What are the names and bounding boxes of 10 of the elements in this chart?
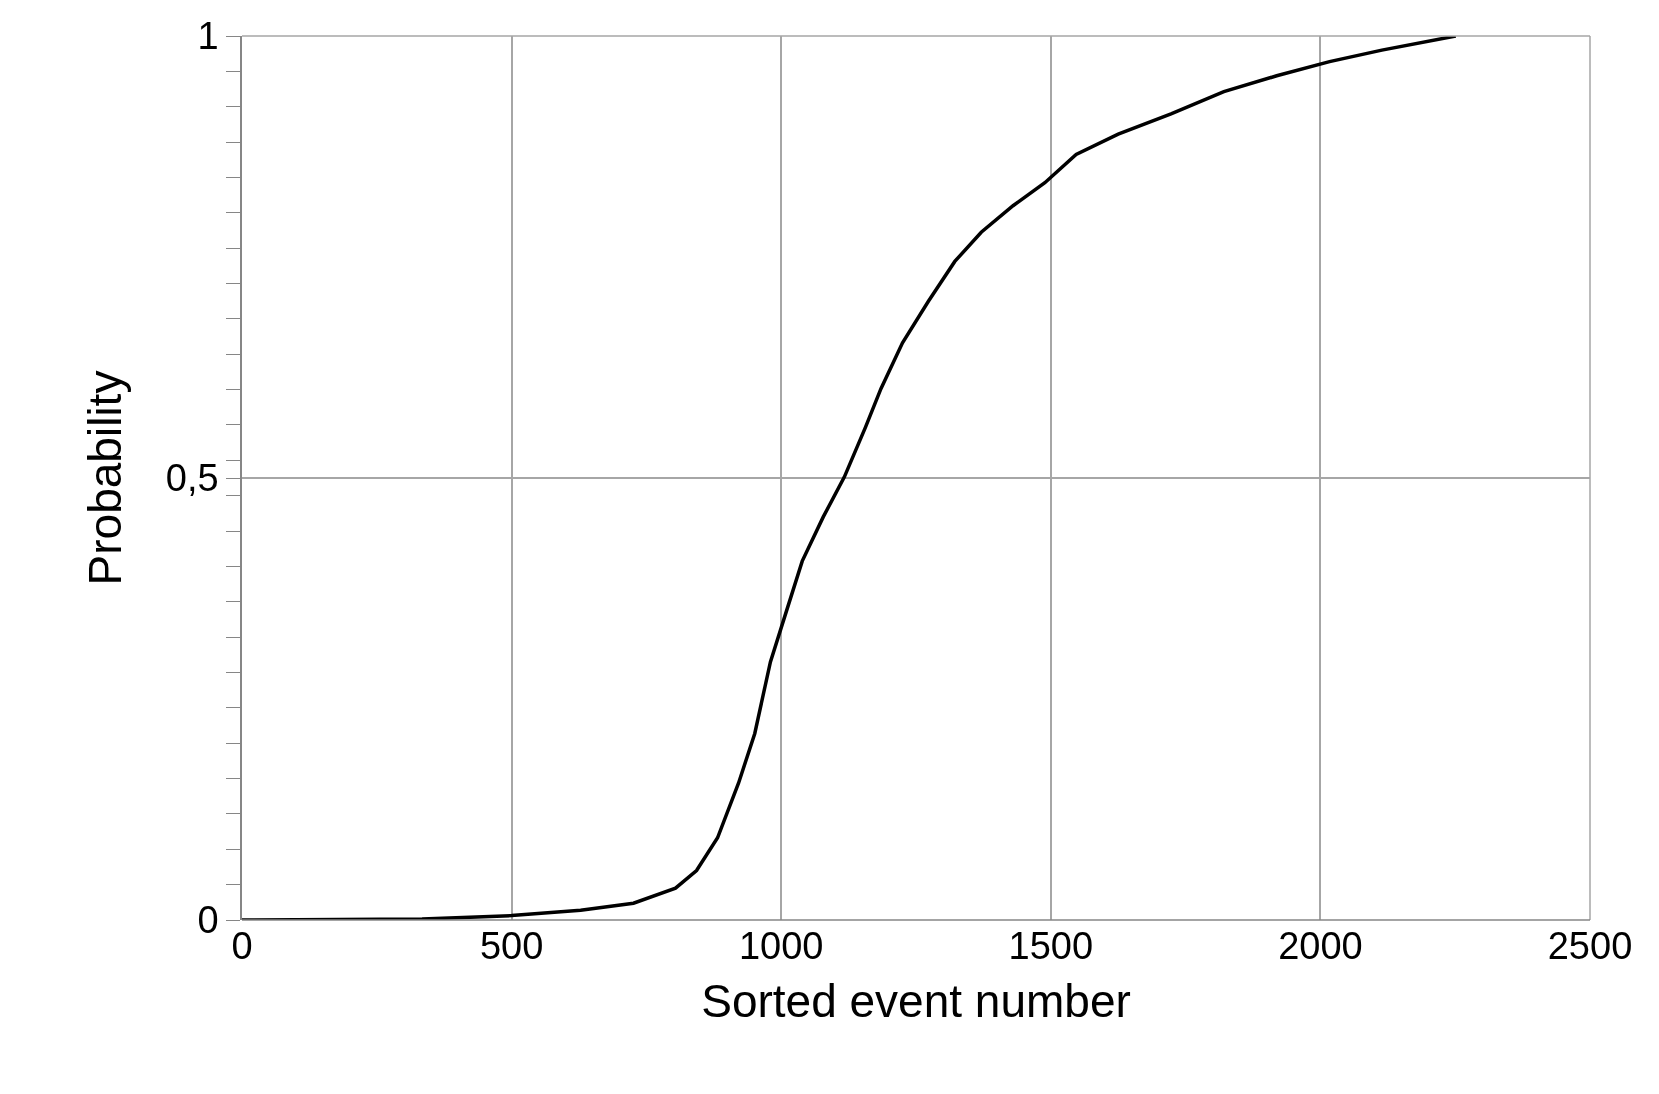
y-tick-label: 1 bbox=[197, 15, 219, 58]
x-tick-label: 500 bbox=[479, 925, 544, 967]
y-tick-label: 0,5 bbox=[165, 457, 219, 500]
x-tick-label: 2500 bbox=[1547, 925, 1633, 967]
x-axis-title: Sorted event number bbox=[701, 974, 1131, 1027]
x-tick-label: 1500 bbox=[1008, 925, 1094, 967]
x-tick-label: 2000 bbox=[1278, 925, 1363, 967]
x-tick-label: 0 bbox=[231, 925, 253, 967]
x-tick-label: 1000 bbox=[738, 925, 824, 967]
y-axis-title: Probability bbox=[78, 370, 131, 586]
